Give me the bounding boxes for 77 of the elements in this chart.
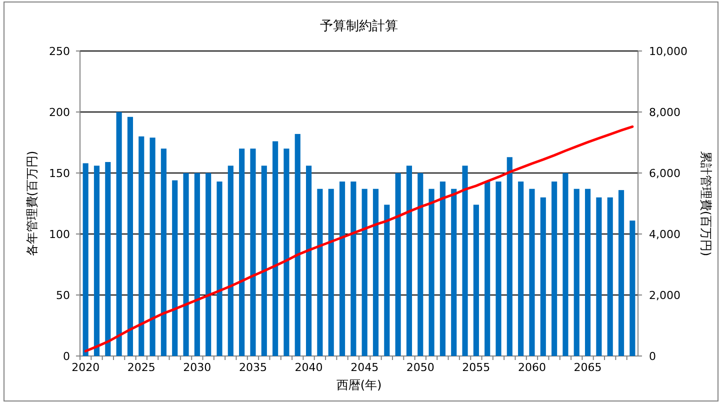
bar bbox=[562, 173, 568, 356]
x-tick-label: 2065 bbox=[574, 361, 602, 374]
x-tick-label: 2050 bbox=[406, 361, 434, 374]
bar bbox=[328, 188, 334, 356]
x-axis-title: 西暦(年) bbox=[336, 378, 382, 392]
bar bbox=[362, 188, 368, 356]
bar bbox=[473, 204, 479, 356]
y2-tick-label: 6,000 bbox=[649, 167, 680, 180]
bar bbox=[261, 166, 267, 356]
bar bbox=[406, 166, 412, 356]
bar bbox=[428, 188, 434, 356]
bar bbox=[150, 138, 156, 356]
y-tick-label: 100 bbox=[49, 228, 70, 241]
bar bbox=[172, 180, 178, 356]
bar bbox=[596, 197, 602, 356]
y-axis-title: 各年管理費(百万円) bbox=[25, 150, 39, 256]
bar bbox=[574, 188, 580, 356]
y2-tick-label: 10,000 bbox=[649, 45, 688, 58]
bar bbox=[462, 166, 468, 356]
bar bbox=[540, 197, 546, 356]
bar bbox=[160, 148, 166, 356]
x-tick-label: 2025 bbox=[127, 361, 156, 374]
x-tick-label: 2020 bbox=[72, 361, 100, 374]
x-tick-label: 2035 bbox=[238, 361, 267, 374]
y2-tick-label: 0 bbox=[649, 350, 656, 363]
bar bbox=[618, 190, 624, 356]
bar bbox=[584, 188, 591, 356]
bar bbox=[206, 173, 212, 356]
y-tick-label: 250 bbox=[49, 45, 70, 58]
bar bbox=[250, 148, 256, 356]
chart-title: 予算制約計算 bbox=[320, 19, 398, 34]
bar bbox=[194, 173, 200, 356]
y2-tick-label: 4,000 bbox=[649, 228, 680, 241]
bar bbox=[216, 182, 222, 356]
bar bbox=[496, 182, 502, 356]
bar bbox=[284, 148, 290, 356]
bar bbox=[395, 173, 401, 356]
y2-tick-label: 2,000 bbox=[649, 289, 680, 302]
bar bbox=[384, 204, 390, 356]
y2-axis-title: 累計管理費(百万円) bbox=[699, 150, 713, 256]
line-series bbox=[84, 125, 634, 352]
bar bbox=[518, 182, 524, 356]
bar bbox=[183, 173, 189, 356]
bar bbox=[294, 134, 300, 356]
bar bbox=[506, 157, 512, 356]
y-tick-label: 150 bbox=[49, 167, 70, 180]
bar bbox=[82, 163, 88, 356]
x-tick-label: 2040 bbox=[294, 361, 323, 374]
bar bbox=[127, 116, 134, 356]
y-tick-label: 0 bbox=[63, 350, 70, 363]
bar bbox=[306, 166, 312, 356]
x-tick-label: 2060 bbox=[518, 361, 546, 374]
bar bbox=[552, 182, 558, 356]
y2-tick-label: 8,000 bbox=[649, 106, 680, 119]
bar bbox=[607, 197, 613, 356]
bar bbox=[317, 188, 323, 356]
bar bbox=[272, 141, 278, 356]
bar bbox=[339, 182, 346, 356]
bar bbox=[630, 220, 636, 356]
bar bbox=[372, 188, 379, 356]
bar bbox=[440, 182, 446, 356]
x-tick-label: 2055 bbox=[462, 361, 490, 374]
bar bbox=[418, 173, 424, 356]
bar bbox=[239, 148, 245, 356]
bar bbox=[529, 188, 535, 356]
bar bbox=[94, 166, 100, 356]
bar bbox=[138, 136, 144, 356]
bar bbox=[228, 166, 234, 356]
bar bbox=[105, 162, 111, 356]
bar bbox=[350, 182, 356, 356]
x-tick-label: 2030 bbox=[183, 361, 212, 374]
y-tick-label: 50 bbox=[56, 289, 70, 302]
bar bbox=[484, 182, 490, 356]
bar bbox=[116, 112, 122, 356]
bar bbox=[451, 188, 457, 356]
y-tick-label: 200 bbox=[49, 106, 70, 119]
x-tick-label: 2045 bbox=[350, 361, 379, 374]
